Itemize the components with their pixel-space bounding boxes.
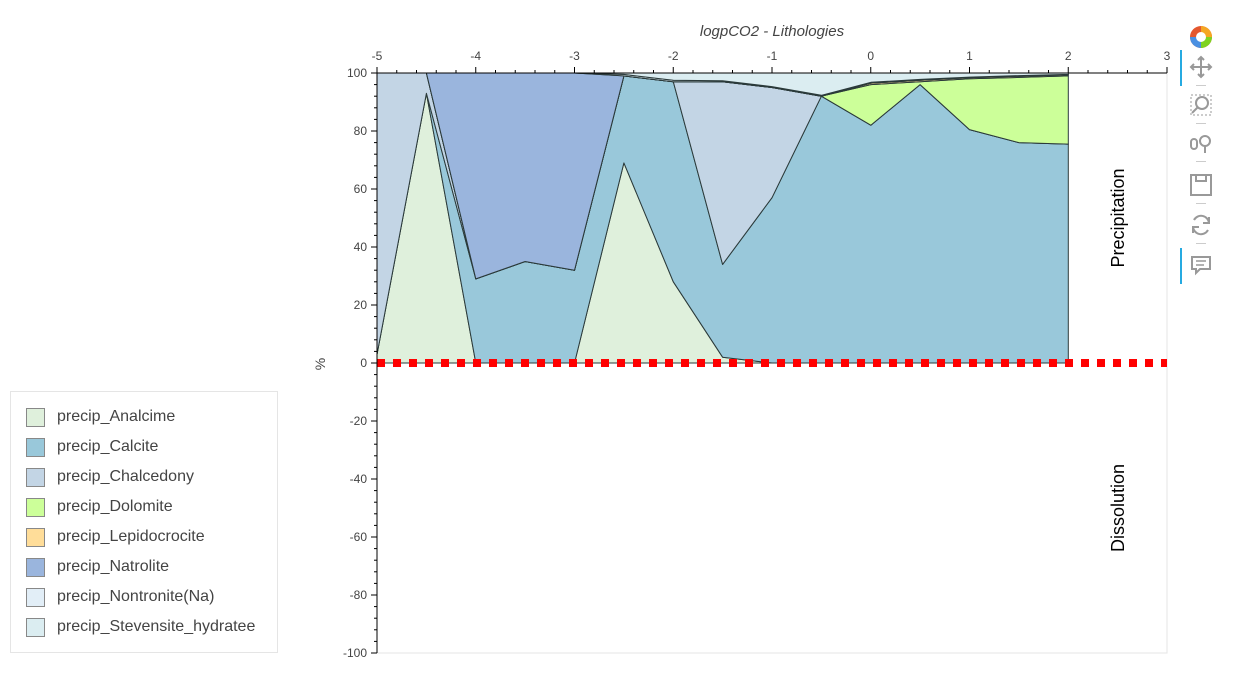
y-tick-label: 80 bbox=[354, 124, 368, 138]
legend-item[interactable]: precip_Stevensite_hydratee bbox=[26, 612, 277, 642]
legend-item[interactable]: precip_Natrolite bbox=[26, 552, 277, 582]
precipitation-annotation: Precipitation bbox=[1108, 168, 1128, 267]
toolbar-separator bbox=[1196, 203, 1206, 204]
y-tick-label: 0 bbox=[360, 356, 367, 370]
x-tick-label: 1 bbox=[966, 49, 973, 63]
y-tick-label: -80 bbox=[350, 588, 368, 602]
legend-swatch bbox=[26, 497, 45, 517]
x-tick-label: 0 bbox=[867, 49, 874, 63]
toolbar-separator bbox=[1196, 243, 1206, 244]
legend-swatch bbox=[26, 437, 45, 457]
dissolution-annotation: Dissolution bbox=[1108, 464, 1128, 552]
legend-swatch bbox=[26, 557, 45, 577]
legend-label: precip_Stevensite_hydratee bbox=[57, 618, 256, 635]
legend-label: precip_Calcite bbox=[57, 438, 159, 455]
y-axis-label: % bbox=[312, 358, 328, 370]
y-tick-label: 40 bbox=[354, 240, 368, 254]
legend-label: precip_Analcime bbox=[57, 408, 176, 425]
box-zoom-icon[interactable] bbox=[1188, 92, 1214, 118]
hover-icon[interactable] bbox=[1180, 248, 1214, 284]
legend-label: precip_Natrolite bbox=[57, 558, 170, 575]
x-axis: -5 -4 -3 -2 -1 0 1 2 3 bbox=[372, 49, 1171, 74]
legend-item[interactable]: precip_Nontronite(Na) bbox=[26, 582, 277, 612]
x-tick-label: -3 bbox=[569, 49, 580, 63]
legend-swatch bbox=[26, 407, 45, 427]
x-tick-label: -2 bbox=[668, 49, 679, 63]
y-tick-label: -40 bbox=[350, 472, 368, 486]
legend-item[interactable]: precip_Chalcedony bbox=[26, 462, 277, 492]
legend-swatch bbox=[26, 587, 45, 607]
x-tick-label: 3 bbox=[1164, 49, 1171, 63]
area-layers bbox=[376, 72, 1069, 364]
wheel-zoom-icon[interactable] bbox=[1188, 130, 1214, 156]
legend-label: precip_Lepidocrocite bbox=[57, 528, 205, 545]
y-tick-label: 60 bbox=[354, 182, 368, 196]
y-tick-label: -20 bbox=[350, 414, 368, 428]
x-tick-label: -4 bbox=[470, 49, 481, 63]
legend-swatch bbox=[26, 467, 45, 487]
y-axis: 100 80 60 40 20 0 -20 -40 -60 -80 -100 bbox=[343, 66, 378, 660]
bokeh-logo-icon[interactable] bbox=[1188, 24, 1214, 50]
legend: precip_Analcime precip_Calcite precip_Chal… bbox=[10, 391, 278, 653]
x-tick-label: -5 bbox=[372, 49, 383, 63]
save-icon[interactable] bbox=[1188, 172, 1214, 198]
legend-item[interactable]: precip_Lepidocrocite bbox=[26, 522, 277, 552]
chart-title: logpCO2 - Lithologies bbox=[700, 23, 845, 40]
toolbar-separator bbox=[1196, 161, 1206, 162]
legend-item[interactable]: precip_Calcite bbox=[26, 432, 277, 462]
toolbar-separator bbox=[1196, 123, 1206, 124]
x-tick-label: 2 bbox=[1065, 49, 1072, 63]
x-tick-label: -1 bbox=[767, 49, 778, 63]
legend-item[interactable]: precip_Analcime bbox=[26, 402, 277, 432]
y-tick-label: 20 bbox=[354, 298, 368, 312]
legend-swatch bbox=[26, 527, 45, 547]
legend-label: precip_Dolomite bbox=[57, 498, 173, 515]
y-tick-label: 100 bbox=[347, 66, 367, 80]
y-tick-label: -100 bbox=[343, 646, 367, 660]
toolbar-separator bbox=[1196, 85, 1206, 86]
legend-swatch bbox=[26, 617, 45, 637]
legend-label: precip_Chalcedony bbox=[57, 468, 194, 485]
pan-icon[interactable] bbox=[1180, 50, 1214, 86]
reset-icon[interactable] bbox=[1188, 212, 1214, 238]
y-tick-label: -60 bbox=[350, 530, 368, 544]
legend-label: precip_Nontronite(Na) bbox=[57, 588, 215, 605]
legend-item[interactable]: precip_Dolomite bbox=[26, 492, 277, 522]
